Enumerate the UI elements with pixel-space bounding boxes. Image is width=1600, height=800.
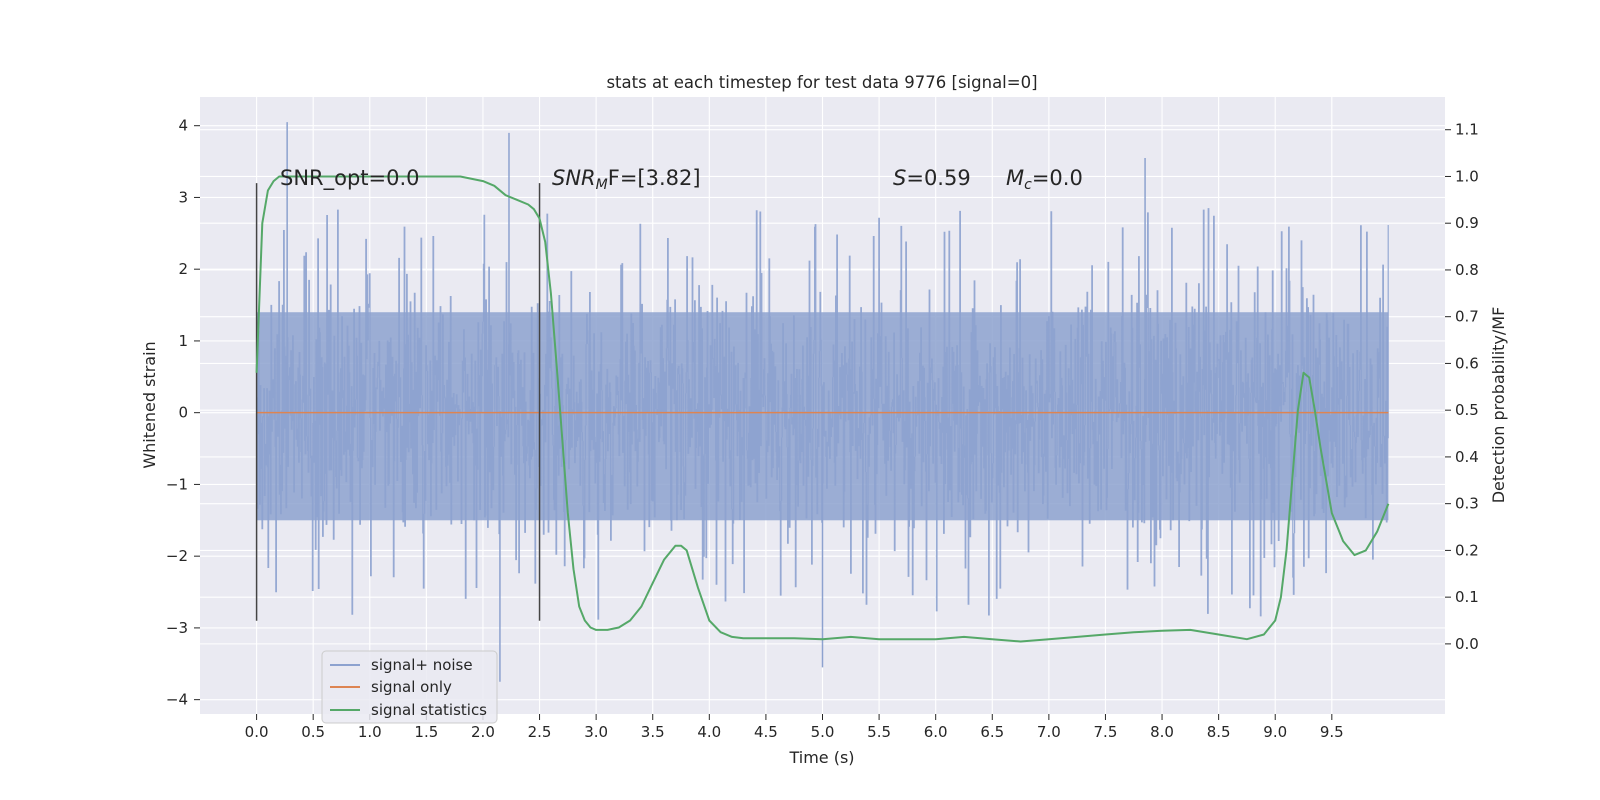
legend: signal+ noise signal only signal statist… — [321, 650, 498, 724]
y-right-tick-label: 1.0 — [1455, 167, 1479, 185]
y-right-tick-label: 0.5 — [1455, 401, 1479, 419]
y-right-tick-label: 0.9 — [1455, 214, 1479, 232]
y-axis-left-label: Whitened strain — [140, 341, 159, 468]
x-tick-label: 6.0 — [924, 723, 948, 741]
legend-label-signal-statistics: signal statistics — [371, 701, 487, 719]
x-tick-label: 1.0 — [358, 723, 382, 741]
x-tick-label: 6.5 — [980, 723, 1004, 741]
x-tick-label: 4.0 — [697, 723, 721, 741]
signal-statistics-series — [255, 175, 1390, 643]
x-tick-label: 7.5 — [1094, 723, 1118, 741]
s-value: =0.59 — [906, 166, 970, 190]
x-tick-label: 4.5 — [754, 723, 778, 741]
y-left-tick-label: 3 — [178, 188, 188, 206]
y-left-tick-label: 2 — [178, 260, 188, 278]
x-tick-label: 5.0 — [811, 723, 835, 741]
snr-mf-symbol: SNR — [552, 166, 596, 190]
y-left-tick-label: 4 — [178, 117, 188, 135]
y-left-tick-label: −1 — [166, 475, 188, 493]
x-tick-label: 3.0 — [584, 723, 608, 741]
y-left-tick-label: 0 — [178, 404, 188, 422]
x-tick-label: 8.0 — [1150, 723, 1174, 741]
y-right-tick-label: 0.8 — [1455, 261, 1479, 279]
legend-box — [321, 650, 498, 724]
vertical-markers — [255, 183, 541, 621]
s-symbol: S — [893, 166, 906, 190]
x-tick-label: 2.0 — [471, 723, 495, 741]
y-axis-right-label: Detection probability/MF — [1489, 307, 1508, 504]
s-annotation: S=0.59 — [893, 166, 971, 190]
y-left-tick-label: −3 — [166, 619, 188, 637]
y-right-tick-label: 1.1 — [1455, 121, 1479, 139]
x-tick-label: 0.5 — [301, 723, 325, 741]
y-right-tick-label: 0.2 — [1455, 541, 1479, 559]
x-tick-label: 1.5 — [414, 723, 438, 741]
snr-opt-annotation: SNR_opt=0.0 — [280, 166, 420, 191]
x-tick-label: 2.5 — [528, 723, 552, 741]
x-axis-label: Time (s) — [788, 748, 854, 767]
y-left-tick-label: −2 — [166, 547, 188, 565]
signal-noise-series — [256, 122, 1389, 682]
x-tick-label: 9.5 — [1320, 723, 1344, 741]
x-tick-label: 7.0 — [1037, 723, 1061, 741]
y-right-tick-label: 0.1 — [1455, 588, 1479, 606]
mc-annotation: Mc=0.0 — [1006, 166, 1083, 193]
snr-mf-subscript: M — [596, 177, 608, 193]
y-right-tick-label: 0.4 — [1455, 448, 1479, 466]
mc-subscript: c — [1024, 177, 1032, 193]
legend-label-signal-noise: signal+ noise — [371, 656, 473, 674]
x-tick-label: 5.5 — [867, 723, 891, 741]
x-tick-label: 8.5 — [1207, 723, 1231, 741]
x-tick-label: 3.5 — [641, 723, 665, 741]
y-right-tick-label: 0.7 — [1455, 308, 1479, 326]
x-tick-label: 0.0 — [245, 723, 269, 741]
snr-mf-value: F=[3.82] — [608, 166, 701, 190]
y-right-tick-label: 0.6 — [1455, 354, 1479, 372]
x-tick-label: 9.0 — [1263, 723, 1287, 741]
legend-label-signal-only: signal only — [371, 678, 452, 696]
y-right-tick-label: 0.3 — [1455, 495, 1479, 513]
snr-mf-annotation: SNRMF=[3.82] — [552, 166, 701, 193]
mc-value: =0.0 — [1032, 166, 1083, 190]
chart-title: stats at each timestep for test data 977… — [606, 73, 1037, 92]
y-left-tick-label: 1 — [178, 332, 188, 350]
y-left-tick-label: −4 — [166, 691, 188, 709]
mc-symbol: M — [1006, 166, 1024, 190]
axis-ticks: 0.0 0.5 1.0 1.5 2.0 2.5 3.0 3.5 4.0 4.5 5.0 5.5 6.0 6… — [166, 117, 1479, 741]
y-right-tick-label: 0.0 — [1455, 635, 1479, 653]
signal-statistics-line — [255, 175, 1390, 643]
